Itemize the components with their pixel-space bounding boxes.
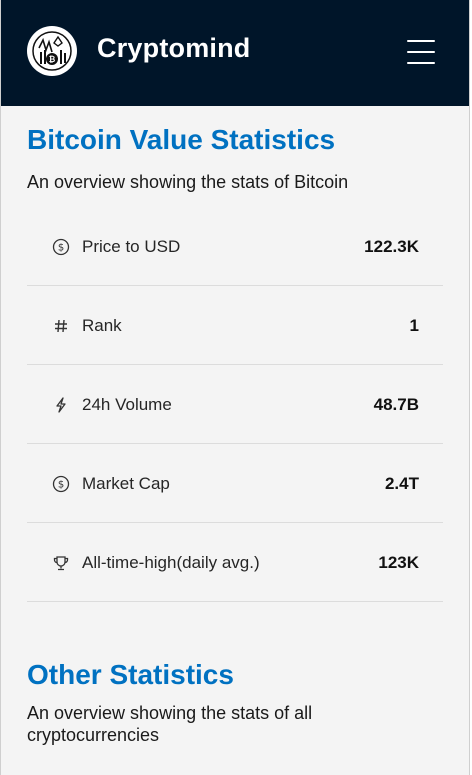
stat-value: 48.7B	[373, 394, 419, 414]
trophy-icon	[52, 554, 70, 572]
hamburger-menu-icon[interactable]	[407, 40, 435, 64]
bitcoin-stats-description: An overview showing the stats of Bitcoin	[27, 172, 349, 192]
svg-text:$: $	[58, 479, 64, 490]
stat-row-volume: 24h Volume 48.7B	[27, 366, 443, 444]
stat-label: Rank	[82, 315, 122, 335]
stat-row-market-cap: $ Market Cap 2.4T	[27, 445, 443, 523]
stat-value: 1	[409, 315, 419, 335]
stat-row-all-time-high: All-time-high(daily avg.) 123K	[27, 524, 443, 602]
bitcoin-stats-title: Bitcoin Value Statistics	[27, 124, 336, 155]
dollar-circle-icon: $	[52, 475, 70, 493]
brand-name[interactable]: Cryptomind	[97, 32, 251, 63]
lightning-icon	[52, 396, 70, 414]
bitcoin-stats-list: $ Price to USD 122.3K Rank 1 24h Volume …	[27, 208, 443, 602]
stat-label: 24h Volume	[82, 394, 172, 414]
crypto-logo-icon[interactable]: ₿	[27, 26, 77, 76]
stat-label: Price to USD	[82, 236, 181, 256]
svg-text:₿: ₿	[49, 55, 56, 64]
stat-value: 2.4T	[384, 473, 419, 493]
stat-value: 123K	[378, 552, 419, 572]
stat-label: All-time-high(daily avg.)	[82, 552, 260, 572]
hash-icon	[52, 317, 70, 335]
main-content: Bitcoin Value Statistics An overview sho…	[1, 106, 469, 746]
dollar-circle-icon: $	[52, 238, 70, 256]
stat-value: 122.3K	[364, 236, 419, 256]
stat-label: Market Cap	[82, 473, 170, 493]
navbar: ₿ Cryptomind	[1, 0, 469, 106]
stat-row-price: $ Price to USD 122.3K	[27, 208, 443, 286]
svg-text:$: $	[58, 242, 64, 253]
other-stats-title: Other Statistics	[27, 659, 234, 690]
stat-row-rank: Rank 1	[27, 287, 443, 365]
other-stats-description: An overview showing the stats of all cry…	[27, 703, 313, 745]
